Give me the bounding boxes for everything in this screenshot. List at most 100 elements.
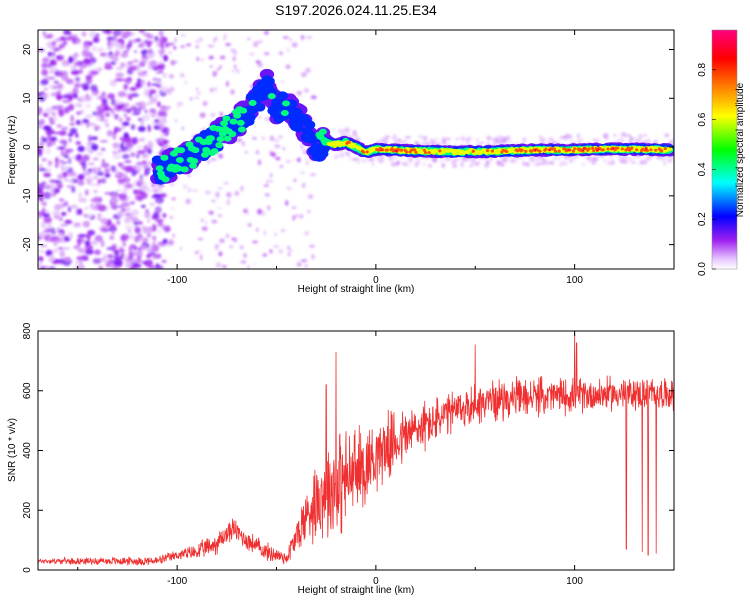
noise-speckle: [156, 253, 162, 259]
noise-speckle: [242, 208, 249, 214]
noise-speckle: [97, 204, 107, 212]
halo-speckle: [603, 134, 606, 138]
ridge-blob: [291, 107, 303, 117]
noise-speckle: [158, 60, 163, 66]
noise-speckle: [67, 57, 74, 64]
noise-speckle: [121, 121, 130, 126]
noise-speckle: [112, 30, 121, 37]
noise-speckle: [57, 175, 64, 179]
noise-speckle: [157, 110, 165, 117]
noise-speckle: [219, 55, 226, 60]
ridge-blob: [573, 147, 577, 151]
ridge-blob: [233, 112, 242, 119]
noise-speckle: [115, 189, 122, 193]
noise-speckle: [61, 145, 67, 150]
noise-speckle: [187, 187, 192, 193]
ridge-blob: [587, 147, 591, 151]
noise-speckle: [130, 93, 139, 98]
halo-speckle: [597, 139, 601, 143]
noise-speckle: [90, 70, 100, 75]
noise-speckle: [282, 146, 286, 151]
noise-speckle: [230, 48, 237, 53]
noise-speckle: [257, 159, 262, 166]
noise-speckle: [97, 178, 102, 184]
halo-speckle: [569, 159, 573, 163]
noise-speckle: [49, 84, 54, 90]
noise-speckle: [173, 45, 177, 50]
noise-speckle: [174, 119, 178, 123]
noise-speckle: [145, 102, 152, 105]
noise-speckle: [66, 219, 70, 225]
noise-speckle: [285, 187, 293, 190]
noise-speckle: [179, 246, 183, 251]
noise-speckle: [70, 66, 77, 71]
noise-speckle: [157, 265, 164, 269]
noise-speckle: [101, 98, 108, 105]
noise-speckle: [151, 83, 160, 86]
noise-speckle: [78, 192, 82, 198]
noise-speckle: [118, 193, 128, 200]
noise-speckle: [165, 130, 170, 136]
halo-speckle: [656, 155, 660, 160]
noise-speckle: [266, 179, 269, 185]
halo-speckle: [418, 135, 424, 139]
noise-speckle: [50, 230, 57, 235]
snr-xtick-label: -100: [167, 576, 187, 587]
noise-speckle: [300, 71, 308, 78]
noise-speckle: [117, 91, 127, 98]
halo-speckle: [417, 159, 420, 165]
noise-speckle: [42, 125, 52, 131]
noise-speckle: [193, 96, 200, 100]
noise-speckle: [170, 207, 175, 210]
noise-speckle: [38, 183, 45, 191]
noise-speckle: [67, 205, 72, 213]
halo-speckle: [622, 159, 628, 164]
noise-speckle: [210, 157, 217, 162]
ridge-blob: [244, 113, 256, 122]
noise-speckle: [216, 67, 220, 71]
noise-speckle: [300, 214, 303, 219]
halo-speckle: [668, 157, 674, 161]
halo-speckle: [627, 156, 634, 162]
noise-speckle: [141, 114, 150, 121]
ridge-blob: [524, 149, 528, 153]
noise-speckle: [72, 87, 79, 95]
noise-speckle: [152, 212, 160, 220]
halo-speckle: [645, 156, 652, 161]
noise-speckle: [58, 130, 67, 136]
ridge-blob: [160, 154, 169, 161]
halo-speckle: [339, 129, 343, 134]
noise-speckle: [77, 61, 85, 65]
noise-speckle: [114, 51, 120, 57]
ridge-blob: [505, 150, 509, 154]
noise-speckle: [143, 87, 150, 93]
ridge-blob: [206, 135, 215, 142]
noise-speckle: [222, 264, 227, 269]
noise-speckle: [151, 242, 156, 248]
noise-speckle: [152, 77, 157, 82]
noise-speckle: [149, 108, 157, 114]
noise-speckle: [111, 249, 121, 253]
noise-speckle: [59, 216, 63, 222]
noise-speckle: [111, 228, 115, 235]
noise-speckle: [131, 219, 141, 223]
noise-speckle: [77, 179, 85, 186]
ridge-blob: [611, 147, 614, 150]
noise-speckle: [60, 150, 65, 157]
noise-speckle: [293, 179, 297, 182]
halo-speckle: [559, 136, 565, 139]
noise-speckle: [135, 102, 142, 107]
noise-speckle: [45, 210, 50, 214]
noise-speckle: [129, 265, 137, 269]
snr-ticks: -100 0 100 0 200 400 600 800: [22, 322, 675, 587]
halo-speckle: [344, 130, 350, 134]
noise-speckle: [172, 233, 175, 238]
noise-speckle: [39, 244, 48, 248]
halo-speckle: [538, 160, 543, 166]
colorbar-tick-label: 0.2: [697, 212, 708, 226]
noise-speckle: [79, 95, 87, 103]
noise-speckle: [223, 182, 229, 185]
ridge-blob: [432, 148, 438, 153]
noise-speckle: [62, 99, 71, 104]
ridge-blob: [210, 148, 219, 155]
